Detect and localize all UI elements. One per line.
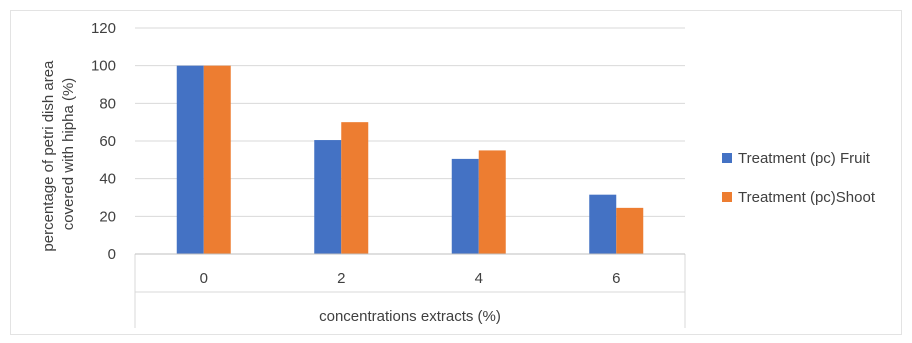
y-tick-label: 60 bbox=[99, 133, 116, 150]
bar-fruit bbox=[176, 65, 204, 255]
y-tick-label: 40 bbox=[99, 171, 116, 188]
chart-frame bbox=[10, 10, 902, 335]
legend-swatch-shoot bbox=[722, 192, 732, 202]
y-tick-label: 0 bbox=[108, 246, 116, 263]
bar-shoot bbox=[478, 150, 506, 254]
legend: Treatment (pc) Fruit Treatment (pc)Shoot bbox=[722, 150, 876, 206]
y-tick-label: 80 bbox=[99, 95, 116, 112]
x-axis-title: concentrations extracts (%) bbox=[319, 308, 501, 325]
legend-swatch-fruit bbox=[722, 153, 732, 163]
category-table-lines bbox=[134, 254, 686, 328]
x-tick-label: 2 bbox=[337, 270, 345, 287]
y-axis-title-line-2: covered with hipha (%) bbox=[60, 78, 77, 231]
bars bbox=[176, 65, 644, 255]
x-tick-label: 0 bbox=[200, 270, 208, 287]
bar-fruit bbox=[589, 194, 617, 254]
x-tick-label: 4 bbox=[475, 270, 483, 287]
legend-label-fruit: Treatment (pc) Fruit bbox=[738, 150, 871, 167]
bar-fruit bbox=[314, 140, 342, 254]
legend-label-shoot: Treatment (pc)Shoot bbox=[738, 189, 876, 206]
y-tick-label: 20 bbox=[99, 208, 116, 225]
y-tick-label: 100 bbox=[91, 58, 116, 75]
y-tick-labels: 0 20 40 60 80 100 120 bbox=[91, 20, 116, 263]
bar-fruit bbox=[451, 158, 479, 254]
bar-shoot bbox=[341, 122, 369, 255]
x-tick-labels: 0 2 4 6 bbox=[200, 270, 621, 287]
y-tick-label: 120 bbox=[91, 20, 116, 37]
bar-shoot bbox=[203, 65, 231, 255]
y-axis-title: percentage of petri dish area covered wi… bbox=[40, 56, 77, 251]
y-axis-title-line-1: percentage of petri dish area bbox=[40, 60, 57, 252]
x-tick-label: 6 bbox=[612, 270, 620, 287]
bar-shoot bbox=[616, 207, 644, 254]
